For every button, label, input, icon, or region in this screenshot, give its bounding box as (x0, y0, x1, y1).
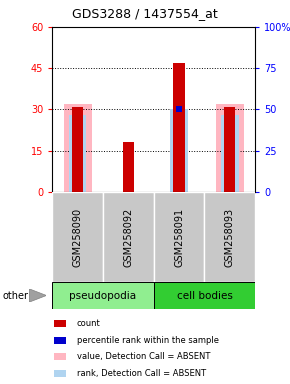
Bar (170, 109, 188, 192)
Bar (216, 104, 244, 192)
Bar (64, 104, 92, 192)
Text: GSM258093: GSM258093 (225, 208, 235, 266)
FancyBboxPatch shape (154, 192, 204, 282)
FancyBboxPatch shape (52, 192, 103, 282)
Bar (54, 370, 66, 377)
Bar (221, 115, 239, 192)
FancyBboxPatch shape (204, 192, 255, 282)
Bar (224, 107, 235, 192)
FancyBboxPatch shape (103, 192, 154, 282)
Text: value, Detection Call = ABSENT: value, Detection Call = ABSENT (77, 352, 210, 361)
Text: cell bodies: cell bodies (177, 291, 232, 301)
Bar (123, 142, 134, 192)
Text: pseudopodia: pseudopodia (69, 291, 137, 301)
Text: other: other (3, 291, 29, 301)
Text: percentile rank within the sample: percentile rank within the sample (77, 336, 219, 344)
Bar (54, 353, 66, 360)
FancyBboxPatch shape (52, 282, 154, 309)
Bar (173, 63, 185, 192)
Bar (69, 115, 86, 192)
Text: GSM258092: GSM258092 (123, 207, 133, 267)
Text: GSM258090: GSM258090 (72, 208, 83, 266)
Polygon shape (29, 289, 46, 302)
Text: GSM258091: GSM258091 (174, 208, 184, 266)
Text: GDS3288 / 1437554_at: GDS3288 / 1437554_at (72, 7, 218, 20)
Bar (54, 320, 66, 327)
Text: rank, Detection Call = ABSENT: rank, Detection Call = ABSENT (77, 369, 206, 378)
Text: count: count (77, 319, 100, 328)
Bar (72, 107, 83, 192)
Bar (54, 337, 66, 344)
FancyBboxPatch shape (154, 282, 255, 309)
